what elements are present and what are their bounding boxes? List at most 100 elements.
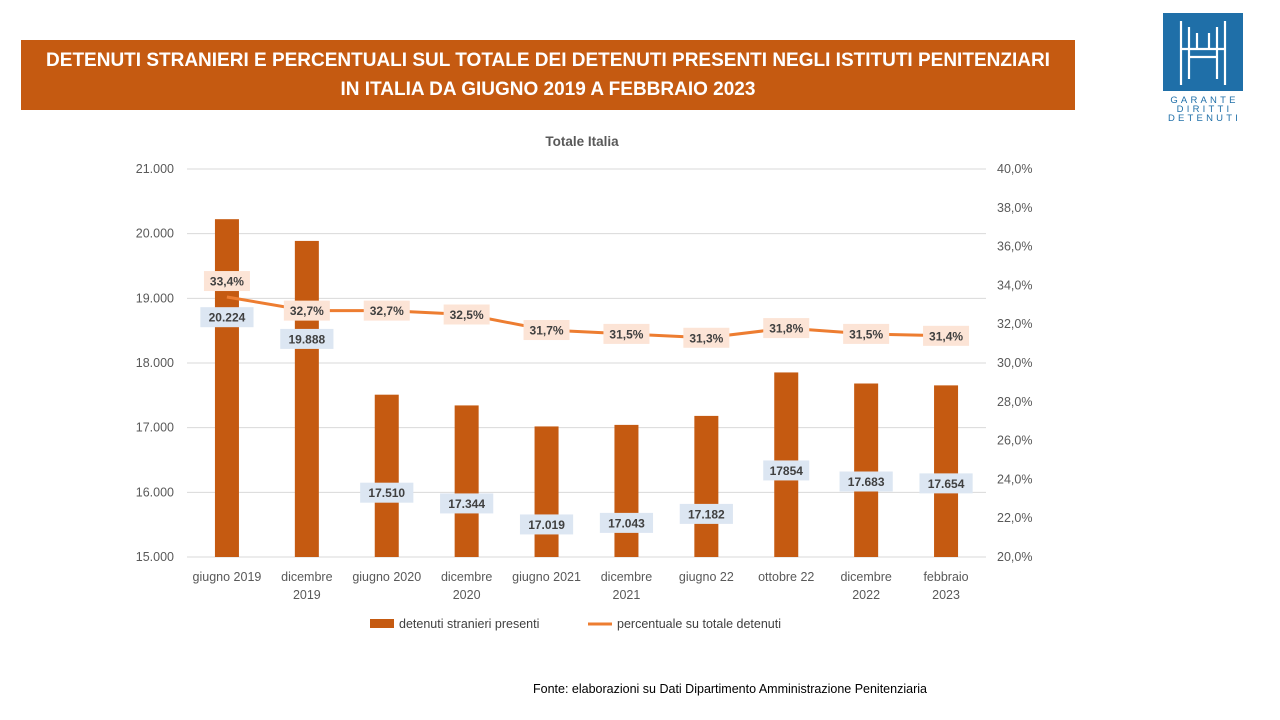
line-data-label-bg: [683, 327, 730, 348]
line-data-label: 31,8%: [763, 318, 810, 339]
logo-text: GARANTE DIRITTI DETENUTI: [1163, 96, 1246, 124]
category-label: giugno 2019: [193, 570, 262, 584]
category-label: dicembre: [441, 570, 492, 584]
left-tick-label: 17.000: [136, 421, 174, 435]
bar-data-label: 17854: [763, 460, 810, 481]
line-data-label: 31,5%: [843, 323, 890, 344]
bar-data-label-text: 17.344: [448, 497, 485, 511]
line-data-label-bg: [443, 304, 490, 325]
line-data-label-text: 31,5%: [849, 327, 883, 341]
bar-data-label: 17.683: [839, 471, 893, 492]
title-line-2: IN ITALIA DA GIUGNO 2019 A FEBBRAIO 2023: [340, 79, 756, 100]
line-data-label: 33,4%: [203, 271, 250, 292]
right-tick-label: 22,0%: [997, 511, 1032, 525]
left-tick-label: 18.000: [136, 356, 174, 370]
category-label: dicembre: [840, 570, 891, 584]
bar-data-label: 17.344: [440, 493, 494, 514]
right-tick-label: 20,0%: [997, 550, 1032, 564]
line-data-label-text: 31,7%: [530, 324, 564, 338]
left-tick-label: 20.000: [136, 227, 174, 241]
line-data-label-bg: [763, 318, 810, 339]
title-banner: DETENUTI STRANIERI E PERCENTUALI SUL TOT…: [21, 40, 1075, 110]
right-tick-label: 38,0%: [997, 201, 1032, 215]
line-data-label: 32,7%: [363, 300, 410, 321]
bar: [214, 219, 239, 557]
bar-data-label-text: 19.888: [288, 332, 325, 346]
line-data-label-bg: [363, 300, 410, 321]
garante-logo: GARANTE DIRITTI DETENUTI: [1163, 13, 1246, 123]
bar-data-label-text: 17.043: [608, 516, 645, 530]
category-label: 2023: [932, 588, 960, 602]
bar-data-label-bg: [763, 460, 810, 481]
bar-data-label-text: 17.019: [528, 518, 565, 532]
right-tick-label: 26,0%: [997, 434, 1032, 448]
bar-data-label-text: 20.224: [209, 311, 246, 325]
category-label: 2022: [852, 588, 880, 602]
bar-data-label: 17.182: [679, 503, 733, 524]
category-label: 2020: [453, 588, 481, 602]
title-line-1: DETENUTI STRANIERI E PERCENTUALI SUL TOT…: [46, 50, 1050, 71]
bar-data-label-bg: [200, 307, 254, 328]
bar-data-label-bg: [839, 471, 893, 492]
left-tick-label: 16.000: [136, 485, 174, 499]
left-tick-label: 21.000: [136, 162, 174, 176]
legend-line-label: percentuale su totale detenuti: [617, 617, 781, 631]
bar-data-label-bg: [440, 493, 494, 514]
line-data-label: 31,3%: [683, 327, 730, 348]
chart-title: Totale Italia: [545, 134, 619, 149]
category-label: dicembre: [281, 570, 332, 584]
line-data-label-bg: [923, 325, 970, 346]
line-data-label-text: 32,5%: [450, 308, 484, 322]
line-data-label: 31,7%: [523, 320, 570, 341]
bar-data-label-bg: [360, 482, 414, 503]
line-data-label: 32,5%: [443, 304, 490, 325]
right-tick-label: 32,0%: [997, 317, 1032, 331]
logo-h-icon: [1179, 21, 1227, 85]
right-tick-label: 34,0%: [997, 278, 1032, 292]
bar-data-label: 17.019: [519, 514, 574, 535]
bar-data-label-bg: [679, 503, 733, 524]
category-label: giugno 2020: [352, 570, 421, 584]
bar-data-label-bg: [519, 514, 574, 535]
right-tick-label: 28,0%: [997, 395, 1032, 409]
source-text: Fonte: elaborazioni su Dati Dipartimento…: [533, 682, 927, 696]
bar: [934, 385, 959, 557]
bar: [374, 394, 399, 557]
line-data-label-text: 31,3%: [689, 331, 723, 345]
bar-data-label-bg: [599, 512, 654, 533]
bar-data-label-text: 17.182: [688, 507, 725, 521]
logo-mark: [1163, 13, 1243, 91]
bar-data-label: 17.043: [599, 512, 654, 533]
bar-data-label-text: 17.654: [928, 477, 965, 491]
source-note: Fonte: elaborazioni su Dati Dipartimento…: [0, 682, 1280, 696]
bar-data-label-bg: [919, 473, 973, 494]
line-data-label-text: 31,8%: [769, 322, 803, 336]
category-label: giugno 22: [679, 570, 734, 584]
line-data-label: 32,7%: [283, 300, 330, 321]
category-label: febbraio: [923, 570, 968, 584]
line-data-label-bg: [843, 323, 890, 344]
category-label: giugno 2021: [512, 570, 581, 584]
logo-line-2: DIRITTI: [1176, 104, 1233, 115]
bar: [694, 415, 719, 557]
line-data-label: 31,5%: [603, 323, 650, 344]
line-data-label-bg: [603, 323, 650, 344]
legend: detenuti stranieri presenti percentuale …: [370, 617, 781, 631]
bar-data-label: 17.654: [919, 473, 973, 494]
line-data-label-bg: [203, 271, 250, 292]
left-tick-label: 19.000: [136, 291, 174, 305]
line-data-label-text: 32,7%: [290, 304, 324, 318]
bar-data-label-text: 17.683: [848, 475, 885, 489]
logo-line-3: DETENUTI: [1167, 113, 1242, 124]
line-data-label-text: 32,7%: [370, 304, 404, 318]
bar-data-label-text: 17854: [770, 464, 804, 478]
series-line: [226, 295, 947, 340]
category-label: 2019: [293, 588, 321, 602]
line-data-label-bg: [523, 320, 570, 341]
category-label: 2021: [613, 588, 641, 602]
category-label: dicembre: [601, 570, 652, 584]
category-label: ottobre 22: [758, 570, 814, 584]
bar-data-label: 17.510: [360, 482, 414, 503]
bar-data-label-bg: [280, 328, 334, 349]
